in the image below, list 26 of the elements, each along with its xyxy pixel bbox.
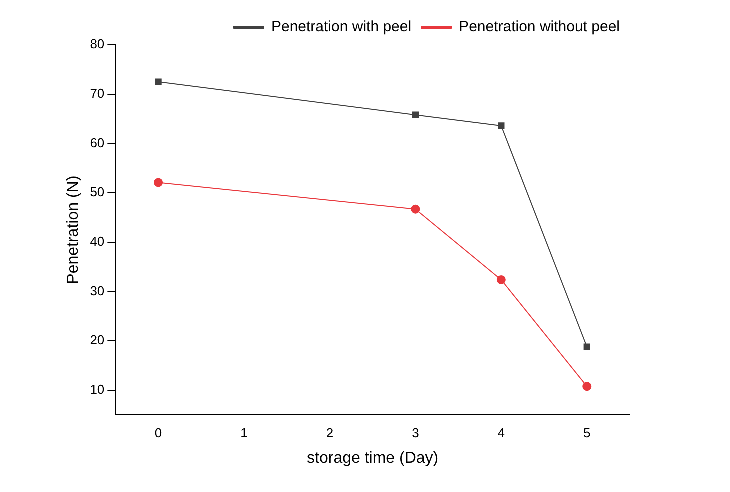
- point: [584, 344, 590, 350]
- y-tick-label: 70: [90, 86, 105, 101]
- y-axis-title: Penetration (N): [65, 176, 82, 284]
- point: [411, 204, 420, 214]
- y-tick-label: 30: [90, 283, 105, 298]
- y-tick-label: 50: [90, 184, 105, 200]
- x-tick-label: 0: [154, 426, 162, 441]
- x-tick-label: 2: [326, 426, 334, 441]
- y-tick-label: 20: [90, 332, 105, 348]
- x-tick-label: 5: [584, 426, 591, 441]
- y-tick-label: 10: [90, 382, 105, 398]
- y-tick-label: 40: [90, 234, 105, 250]
- x-tick-label: 1: [240, 426, 248, 441]
- x-axis-title: storage time (Day): [307, 450, 439, 467]
- legend-label: Penetration with peel: [271, 18, 412, 36]
- x-tick-label: 4: [498, 426, 506, 441]
- point: [496, 275, 506, 284]
- point: [582, 382, 592, 392]
- legend-label: Penetration without peel: [459, 18, 620, 36]
- y-tick-label: 80: [90, 36, 105, 52]
- x-tick-label: 3: [412, 426, 420, 441]
- point: [154, 178, 164, 188]
- y-tick-label: 60: [90, 135, 105, 150]
- point: [498, 122, 505, 130]
- point: [155, 78, 162, 86]
- point: [412, 112, 420, 118]
